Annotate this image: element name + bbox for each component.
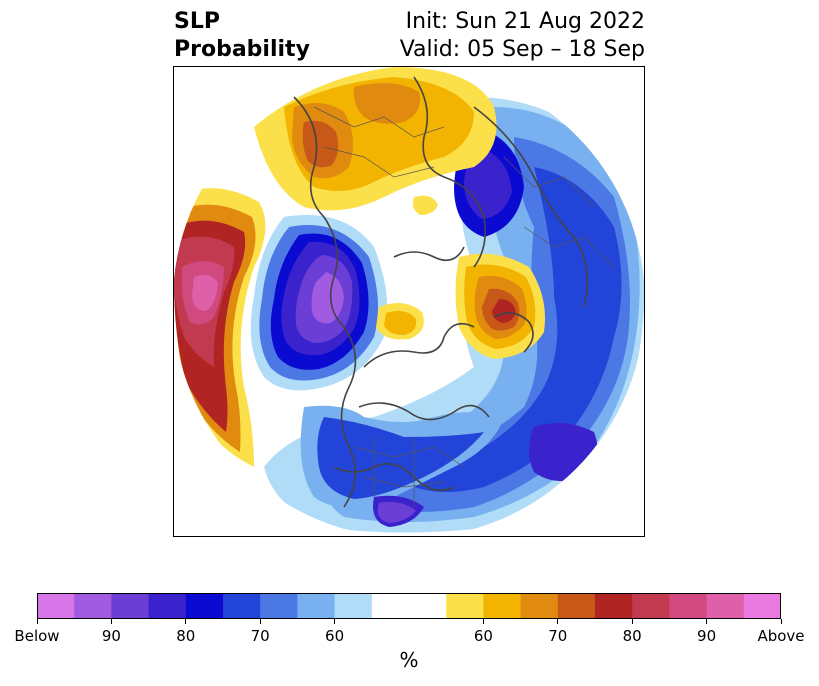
valid-range: Valid: 05 Sep – 18 Sep xyxy=(399,37,645,62)
colorbar xyxy=(37,593,781,619)
colorbar-tick-label: 60 xyxy=(325,627,345,645)
colorbar-bin-below-8 xyxy=(334,593,373,619)
colorbar-bin-above-0 xyxy=(446,593,484,619)
colorbar-tick-label: 70 xyxy=(250,627,270,645)
colorbar-tick-label: Above xyxy=(757,627,805,645)
colorbar-tick-mark xyxy=(334,619,336,624)
colorbar-tick-mark xyxy=(482,619,484,624)
colorbar-bin-above-5 xyxy=(632,593,670,619)
product-label: Probability xyxy=(174,37,310,62)
units-label: % xyxy=(399,648,419,672)
colorbar-bin-below-7 xyxy=(297,593,336,619)
colorbar-bin-above-4 xyxy=(595,593,633,619)
colorbar-tick-mark xyxy=(259,619,261,624)
variable-label: SLP xyxy=(174,9,220,34)
borders xyxy=(313,106,615,507)
colorbar-tick-label: 80 xyxy=(176,627,196,645)
colorbar-bin-below-6 xyxy=(260,593,298,619)
colorbar-bin-above-6 xyxy=(669,593,708,619)
colorbar-bin-below-4 xyxy=(185,593,224,619)
coastlines xyxy=(293,76,589,508)
colorbar-bin-below-5 xyxy=(223,593,261,619)
title-left: SLP Probability xyxy=(174,8,310,64)
colorbar-tick-mark xyxy=(780,619,782,624)
above-normal-areas xyxy=(174,67,545,467)
probability-map xyxy=(174,67,644,536)
colorbar-bin-below-0 xyxy=(37,593,75,619)
colorbar-bin-above-1 xyxy=(483,593,522,619)
colorbar-bin-above-8 xyxy=(743,593,781,619)
colorbar-tick-mark xyxy=(185,619,187,624)
init-date: Init: Sun 21 Aug 2022 xyxy=(405,9,645,34)
colorbar-tick-label: 80 xyxy=(622,627,642,645)
colorbar-tick-mark xyxy=(110,619,112,624)
colorbar-bin-above-2 xyxy=(520,593,559,619)
colorbar-bin-above-3 xyxy=(557,593,596,619)
colorbar-bin-neutral xyxy=(371,593,447,619)
colorbar-tick-label: Below xyxy=(14,627,60,645)
colorbar-tick-mark xyxy=(631,619,633,624)
colorbar-tick-label: 70 xyxy=(548,627,568,645)
colorbar-bin-below-2 xyxy=(111,593,150,619)
colorbar-tick-mark xyxy=(706,619,708,624)
colorbar-tick-mark xyxy=(557,619,559,624)
colorbar-bin-below-3 xyxy=(148,593,187,619)
colorbar-tick-label: 90 xyxy=(697,627,717,645)
colorbar-border xyxy=(37,593,781,619)
colorbar-tick-label: 60 xyxy=(473,627,493,645)
title-right: Init: Sun 21 Aug 2022 Valid: 05 Sep – 18… xyxy=(400,8,645,64)
colorbar-tick-mark xyxy=(36,619,38,624)
map-frame xyxy=(173,66,645,537)
colorbar-bin-above-7 xyxy=(706,593,745,619)
map-disk xyxy=(174,67,644,536)
colorbar-tick-label: 90 xyxy=(101,627,121,645)
colorbar-bin-below-1 xyxy=(74,593,112,619)
